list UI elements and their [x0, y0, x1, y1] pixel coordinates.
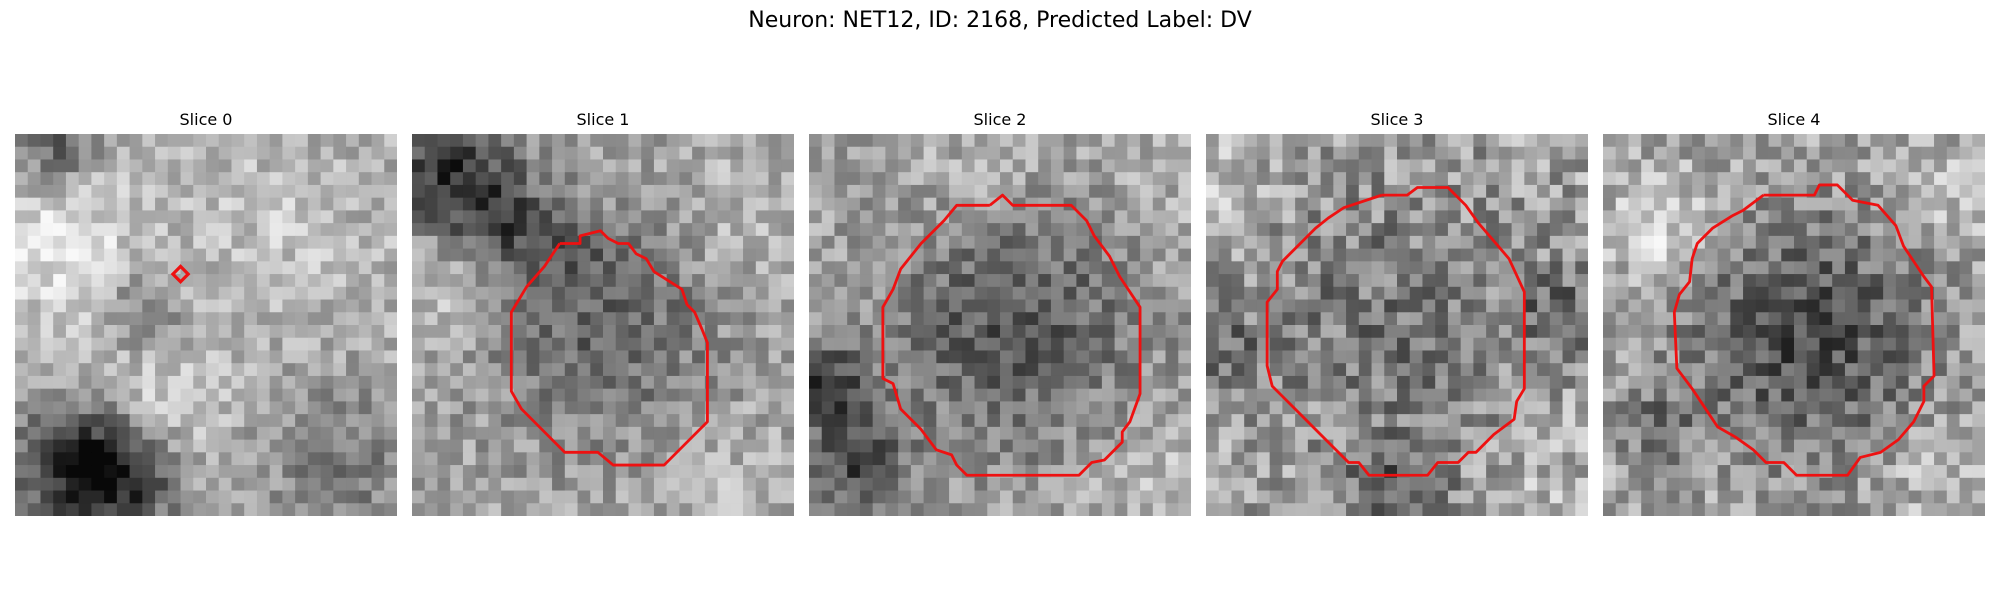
panel-title: Slice 3	[1370, 110, 1424, 129]
slice-1-image	[412, 134, 794, 516]
segmentation-contour	[881, 193, 1142, 477]
slice-3-image	[1206, 134, 1588, 516]
slice-2-image	[809, 134, 1191, 516]
panel-slice-2: Slice 2	[809, 110, 1191, 516]
figure-title: Neuron: NET12, ID: 2168, Predicted Label…	[748, 8, 1252, 33]
panel-title: Slice 4	[1767, 110, 1821, 129]
segmentation-contour	[1672, 183, 1936, 477]
segmentation-contour	[1265, 186, 1526, 477]
panel-slice-0: Slice 0	[15, 110, 397, 516]
slice-4-image	[1603, 134, 1985, 516]
panel-slice-3: Slice 3	[1206, 110, 1588, 516]
panel-title: Slice 1	[576, 110, 630, 129]
seed-marker	[170, 264, 191, 284]
panel-title: Slice 2	[973, 110, 1027, 129]
segmentation-contour	[509, 229, 709, 467]
panel-title: Slice 0	[179, 110, 233, 129]
slice-0-image	[15, 134, 397, 516]
panel-slice-4: Slice 4	[1603, 110, 1985, 516]
panel-slice-1: Slice 1	[412, 110, 794, 516]
